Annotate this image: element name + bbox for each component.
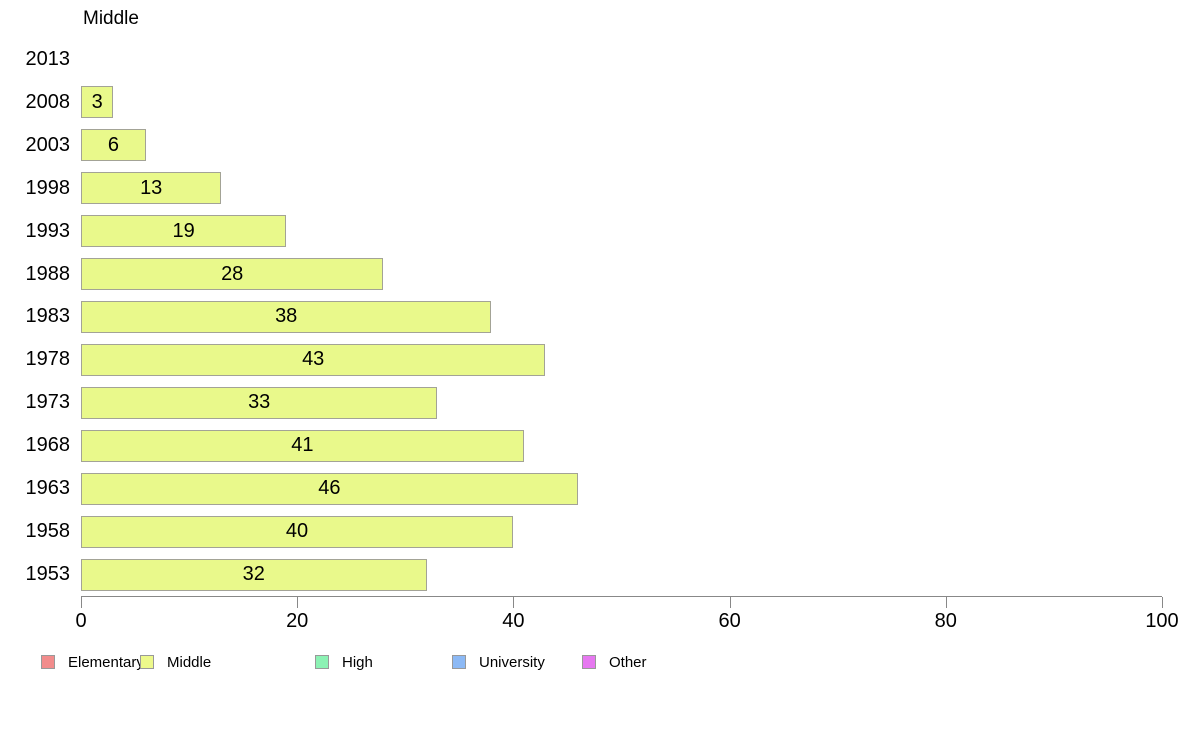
chart-row: 2003 6 (0, 124, 1161, 167)
legend-item-middle: Middle (140, 650, 211, 674)
axis-tick (513, 597, 515, 608)
bar-value-label: 38 (275, 305, 298, 328)
axis-tick-label: 0 (75, 610, 87, 632)
legend-label: University (479, 653, 545, 671)
legend-item-high: High (315, 650, 373, 674)
axis-tick (297, 597, 299, 608)
axis-tick (729, 597, 731, 608)
legend-swatch (41, 655, 55, 669)
year-label: 1983 (25, 305, 71, 328)
bar: 41 (81, 429, 524, 462)
chart-rows: 2013 2008 3 2003 6 1998 13 1993 19 1988 28 1983 38 19… (0, 38, 1161, 596)
bar-value-label: 41 (291, 434, 314, 457)
bar-value-label: 28 (221, 262, 244, 285)
chart-row: 1978 43 (0, 338, 1161, 381)
bar-value-label: 33 (248, 391, 271, 414)
axis-tick-label: 100 (1145, 610, 1179, 632)
bar-value-label: 19 (172, 219, 195, 242)
year-label: 1963 (25, 477, 71, 500)
chart-row: 1953 32 (0, 553, 1161, 596)
bar: 3 (81, 86, 114, 119)
axis-tick (945, 597, 947, 608)
bar: 38 (81, 300, 492, 333)
chart-row: 2013 (0, 38, 1161, 81)
bar: 40 (81, 515, 513, 548)
chart-row: 1993 19 (0, 210, 1161, 253)
year-label: 1968 (25, 434, 71, 457)
bar-area: 28 (81, 258, 1161, 291)
bar-area: 40 (81, 515, 1161, 548)
chart-row: 1998 13 (0, 167, 1161, 210)
bar-area: 3 (81, 86, 1161, 119)
bar-area: 13 (81, 172, 1161, 205)
bar: 6 (81, 129, 146, 162)
year-label: 1978 (25, 348, 71, 371)
bar-area: 43 (81, 343, 1161, 376)
bar-area (81, 43, 1161, 75)
chart-title: Middle (83, 8, 139, 29)
bar: 46 (81, 472, 578, 505)
chart-row: 1963 46 (0, 467, 1161, 510)
bar: 33 (81, 386, 438, 419)
chart-row: 1958 40 (0, 510, 1161, 553)
year-label: 1998 (25, 176, 71, 199)
axis-tick-label: 80 (934, 610, 957, 632)
axis-tick-label: 40 (502, 610, 525, 632)
axis-tick-label: 60 (718, 610, 741, 632)
axis-tick-label: 20 (286, 610, 309, 632)
legend-label: Elementary (68, 653, 144, 671)
chart-row: 2008 3 (0, 81, 1161, 124)
axis-tick (81, 597, 82, 608)
bar: 19 (81, 215, 287, 248)
bar-value-label: 40 (285, 520, 309, 543)
legend-item-other: Other (582, 650, 647, 674)
legend-label: Middle (167, 653, 212, 671)
bar-area: 46 (81, 472, 1161, 505)
chart-row: 1973 33 (0, 381, 1161, 424)
year-label: 1958 (25, 520, 71, 543)
legend-swatch (452, 655, 466, 669)
chart-row: 1988 28 (0, 253, 1161, 296)
bar-area: 32 (81, 558, 1161, 591)
legend: Elementary Middle High University Other (0, 650, 1188, 674)
chart-row: 1968 41 (0, 424, 1161, 467)
bar: 43 (81, 343, 546, 376)
bar: 32 (81, 558, 427, 591)
bar-value-label: 43 (302, 348, 325, 371)
legend-swatch (315, 655, 329, 669)
legend-label: Other (609, 653, 647, 671)
legend-item-elementary: Elementary (41, 650, 144, 674)
year-label: 2003 (25, 133, 71, 156)
bar-area: 33 (81, 386, 1161, 419)
year-label: 1953 (25, 563, 71, 586)
bar-area: 41 (81, 429, 1161, 462)
bar: 28 (81, 258, 384, 291)
year-label: 1988 (25, 262, 71, 285)
bar-value-label: 46 (318, 477, 341, 500)
year-label: 2013 (25, 47, 71, 70)
bar-area: 38 (81, 300, 1161, 333)
axis-tick (1162, 597, 1163, 608)
bar-area: 19 (81, 215, 1161, 248)
legend-swatch (140, 655, 154, 669)
bar: 13 (81, 172, 222, 205)
bar-value-label: 6 (107, 133, 119, 156)
year-label: 1993 (25, 219, 71, 242)
bar-area: 6 (81, 129, 1161, 162)
legend-label: High (342, 653, 373, 671)
bar-value-label: 3 (91, 90, 103, 113)
bar-value-label: 32 (242, 563, 265, 586)
year-label: 1973 (25, 391, 71, 414)
legend-item-university: University (452, 650, 545, 674)
legend-swatch (582, 655, 596, 669)
x-axis: 0 20 40 60 80 100 (75, 596, 1179, 632)
bar-value-label: 13 (140, 176, 163, 199)
year-label: 2008 (25, 90, 71, 113)
chart-row: 1983 38 (0, 296, 1161, 339)
